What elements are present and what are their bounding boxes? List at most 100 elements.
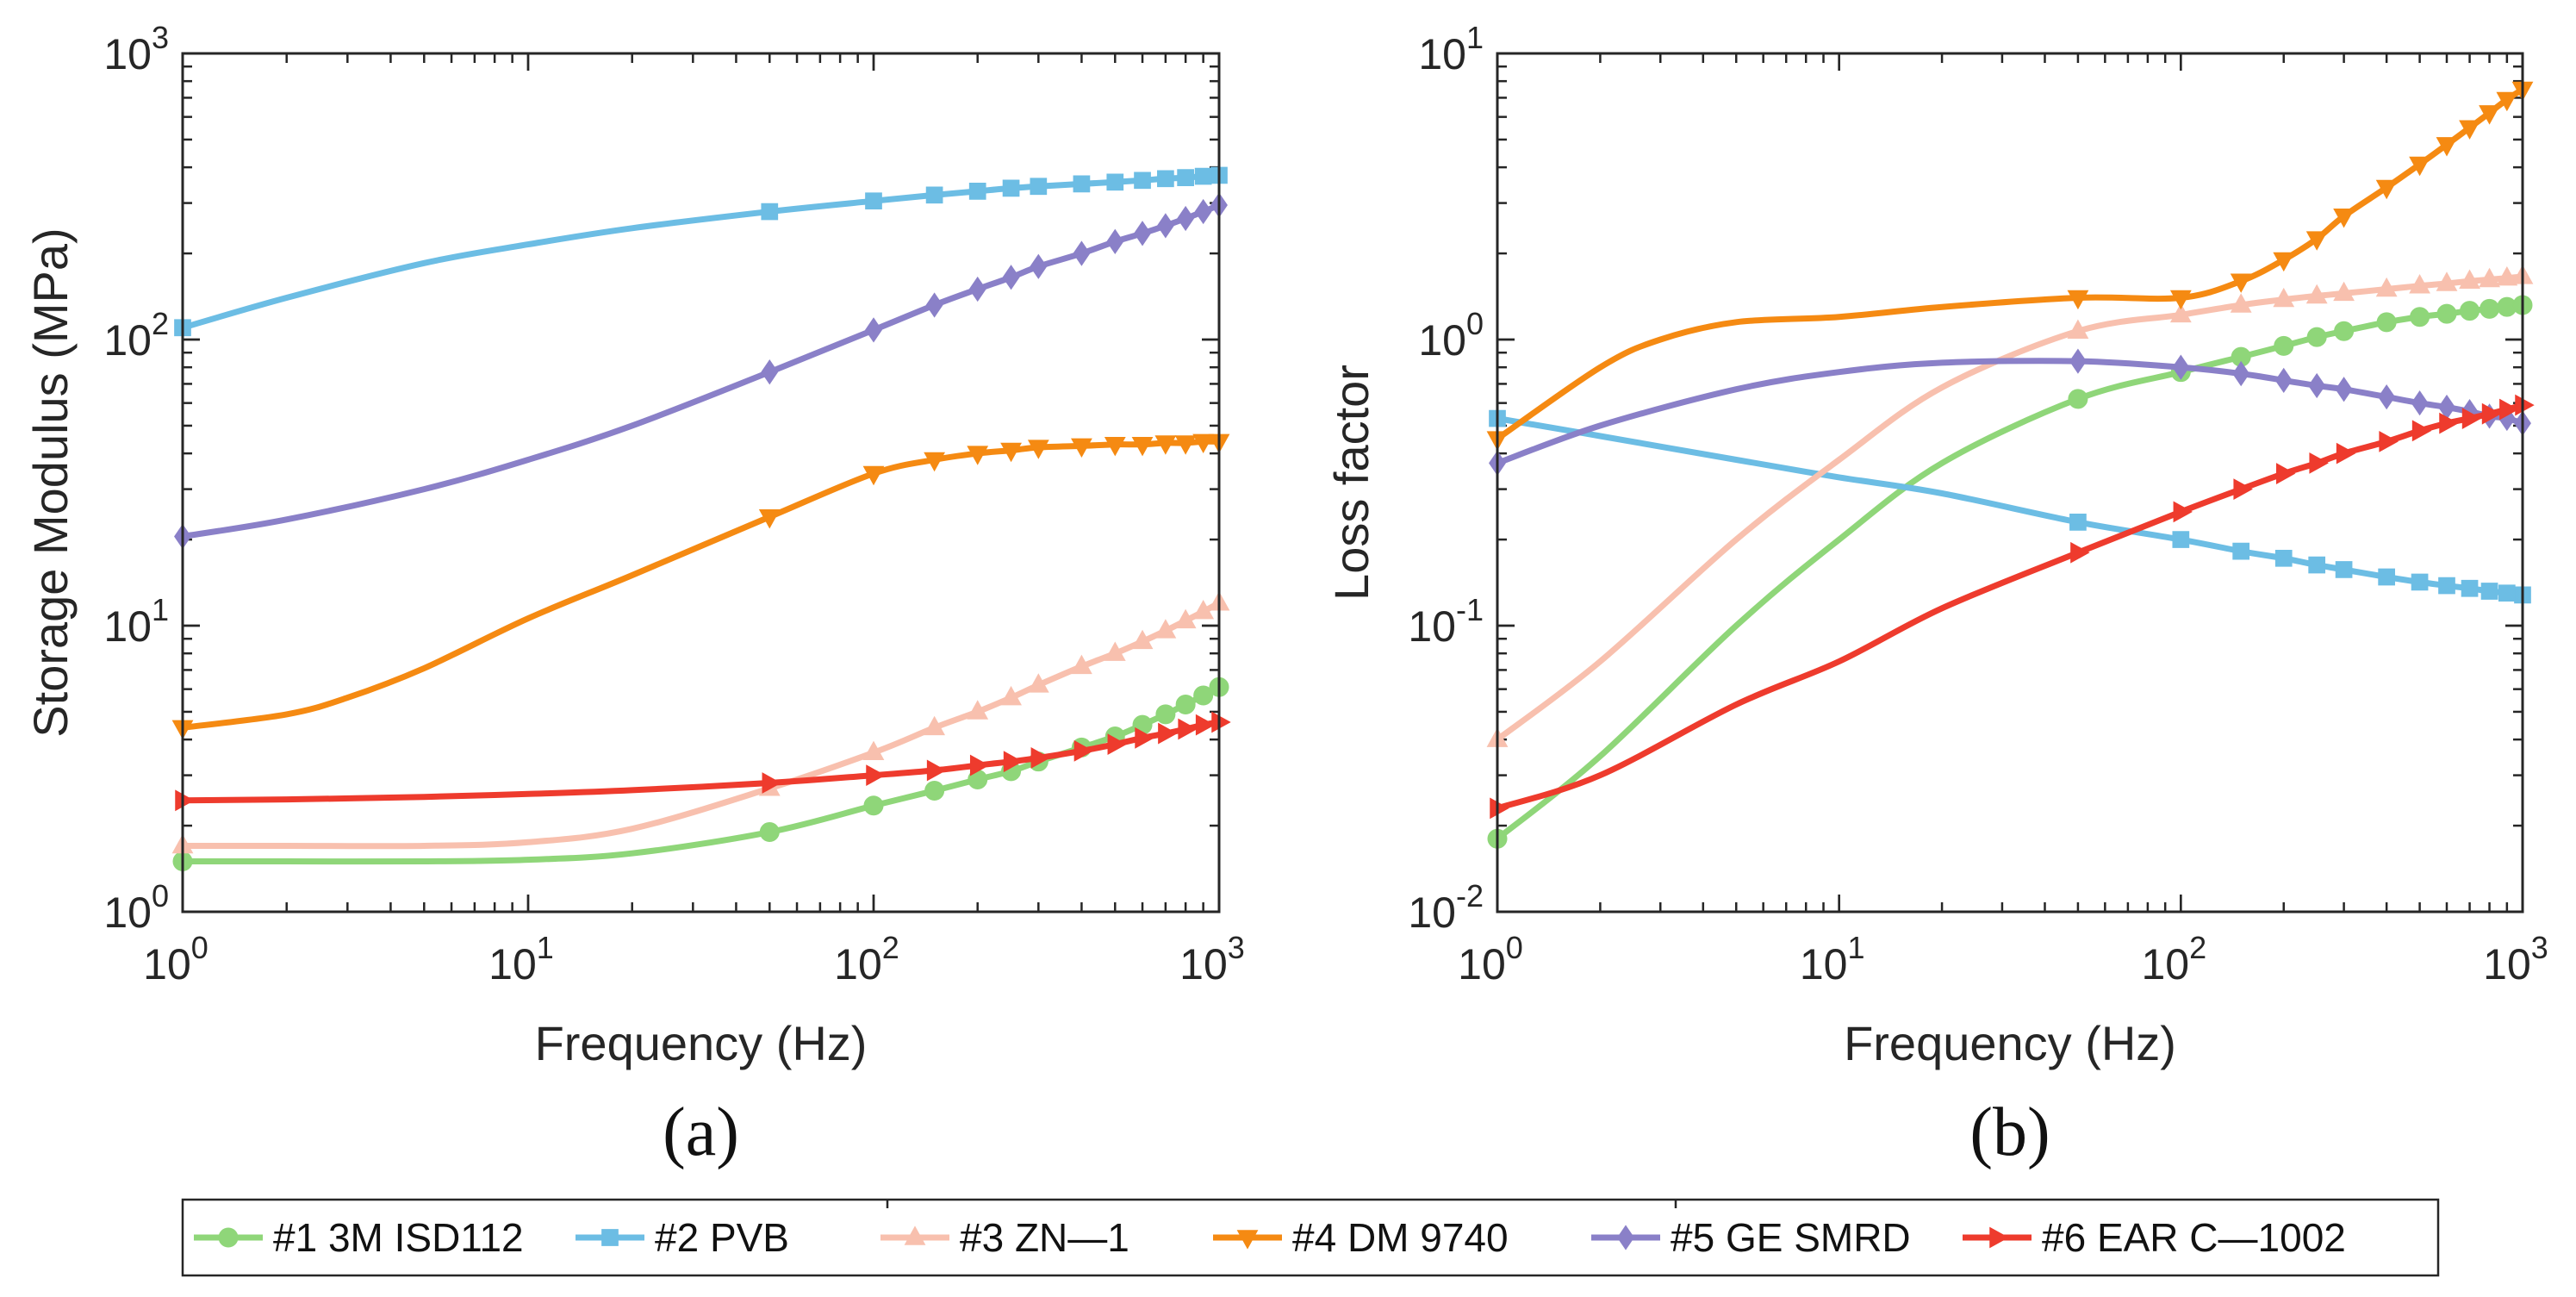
data-point <box>1030 253 1048 279</box>
data-point <box>2172 354 2190 380</box>
data-point <box>2410 307 2430 327</box>
axes-box <box>181 52 1221 914</box>
data-point <box>2481 402 2502 425</box>
data-point <box>2409 274 2430 294</box>
data-point <box>2067 319 2089 339</box>
data-point <box>2461 408 2482 429</box>
legend-label: #3 ZN—1 <box>960 1215 1129 1260</box>
legend-entry: #5 GE SMRD <box>1591 1215 1911 1260</box>
data-point <box>761 359 779 385</box>
data-point <box>967 446 989 465</box>
data-point <box>759 822 780 842</box>
data-point <box>2069 514 2087 531</box>
data-point <box>1131 629 1154 650</box>
data-point <box>2335 561 2353 578</box>
data-point <box>2231 346 2251 367</box>
data-point <box>2169 302 2192 323</box>
data-point <box>2305 284 2328 304</box>
data-point <box>1003 751 1024 773</box>
legend-label: #6 EAR C—1002 <box>2042 1215 2346 1260</box>
data-point <box>1027 440 1049 459</box>
legend-marker <box>1236 1230 1259 1250</box>
data-point <box>2274 367 2293 394</box>
data-point <box>2308 372 2326 399</box>
chart-a-storage-modulus: 100 101 102 103 100 101 102 103 Frequency (Hz) St… <box>23 20 1245 1170</box>
data-point <box>1195 714 1216 736</box>
data-point <box>1030 747 1051 769</box>
data-point <box>1073 240 1091 266</box>
data-point <box>1175 695 1196 714</box>
data-point <box>2460 301 2480 321</box>
series-markers-5 <box>1489 348 2531 476</box>
data-point <box>1000 685 1022 706</box>
data-point <box>1073 175 1091 193</box>
data-point <box>2379 430 2399 452</box>
data-point <box>2306 327 2327 347</box>
data-point <box>762 772 781 794</box>
data-point <box>1174 435 1197 455</box>
legend-entry: #3 ZN—1 <box>880 1215 1129 1260</box>
series-line-4 <box>182 438 1220 731</box>
data-point <box>2409 156 2430 177</box>
legend-label: #2 PVB <box>655 1215 789 1260</box>
y-tick-label: 100 <box>103 878 169 937</box>
data-point <box>1071 438 1092 458</box>
data-point <box>2232 542 2250 560</box>
data-point <box>2275 463 2296 484</box>
y-tick-label: 10-1 <box>1408 592 1484 651</box>
legend-marker <box>1617 1225 1634 1250</box>
data-point <box>2308 556 2326 574</box>
x-axis-label: Frequency (Hz) <box>535 1016 868 1070</box>
data-point <box>924 715 946 736</box>
y-axis-label: Loss factor <box>1324 365 1378 601</box>
panel-label: (a) <box>663 1094 739 1170</box>
legend-label: #4 DM 9740 <box>1292 1215 1509 1260</box>
data-point <box>1104 641 1126 661</box>
legend-label: #5 GE SMRD <box>1671 1215 1911 1260</box>
data-point <box>866 764 886 786</box>
x-tick-label: 102 <box>2142 930 2207 988</box>
data-point <box>1071 654 1092 675</box>
data-point <box>1106 228 1124 254</box>
x-tick-label: 100 <box>143 930 208 988</box>
data-point <box>2274 335 2294 356</box>
data-point <box>969 754 990 776</box>
data-point <box>2233 478 2253 500</box>
data-point <box>2069 348 2087 374</box>
legend-marker <box>904 1225 926 1245</box>
legend: #1 3M ISD112 #2 PVB #3 ZN—1 #4 DM 9740 #5 GE… <box>181 1198 2440 1277</box>
data-point <box>1155 704 1176 725</box>
data-point <box>1158 722 1178 745</box>
data-point <box>1135 726 1154 749</box>
data-point <box>2068 389 2088 409</box>
data-point <box>2375 277 2398 297</box>
x-axis-label: Frequency (Hz) <box>1844 1016 2176 1070</box>
data-point <box>1177 205 1195 232</box>
data-point <box>2438 577 2455 595</box>
data-point <box>2496 265 2518 286</box>
data-point <box>1104 436 1126 457</box>
data-point <box>1154 619 1177 639</box>
data-point <box>1193 685 1214 706</box>
data-point <box>1156 213 1174 239</box>
data-point <box>2378 383 2396 410</box>
data-point <box>1030 178 1048 196</box>
data-point <box>2479 105 2500 125</box>
x-tick-label: 103 <box>2483 930 2548 988</box>
y-tick-label: 102 <box>103 306 169 365</box>
data-point <box>2498 584 2516 602</box>
data-point <box>1157 170 1174 188</box>
data-point <box>863 795 884 816</box>
data-point <box>2436 271 2458 291</box>
y-tick-label: 10-2 <box>1408 878 1484 937</box>
data-point <box>2411 573 2429 591</box>
data-point <box>2411 420 2432 442</box>
data-point <box>2172 531 2190 548</box>
data-point <box>1002 179 1020 197</box>
data-point <box>2515 394 2535 416</box>
data-point <box>2333 209 2355 228</box>
series-markers-3 <box>1486 265 2534 747</box>
axes-box <box>1496 52 2524 914</box>
data-point <box>2436 137 2458 157</box>
series-markers-6 <box>1490 394 2535 820</box>
